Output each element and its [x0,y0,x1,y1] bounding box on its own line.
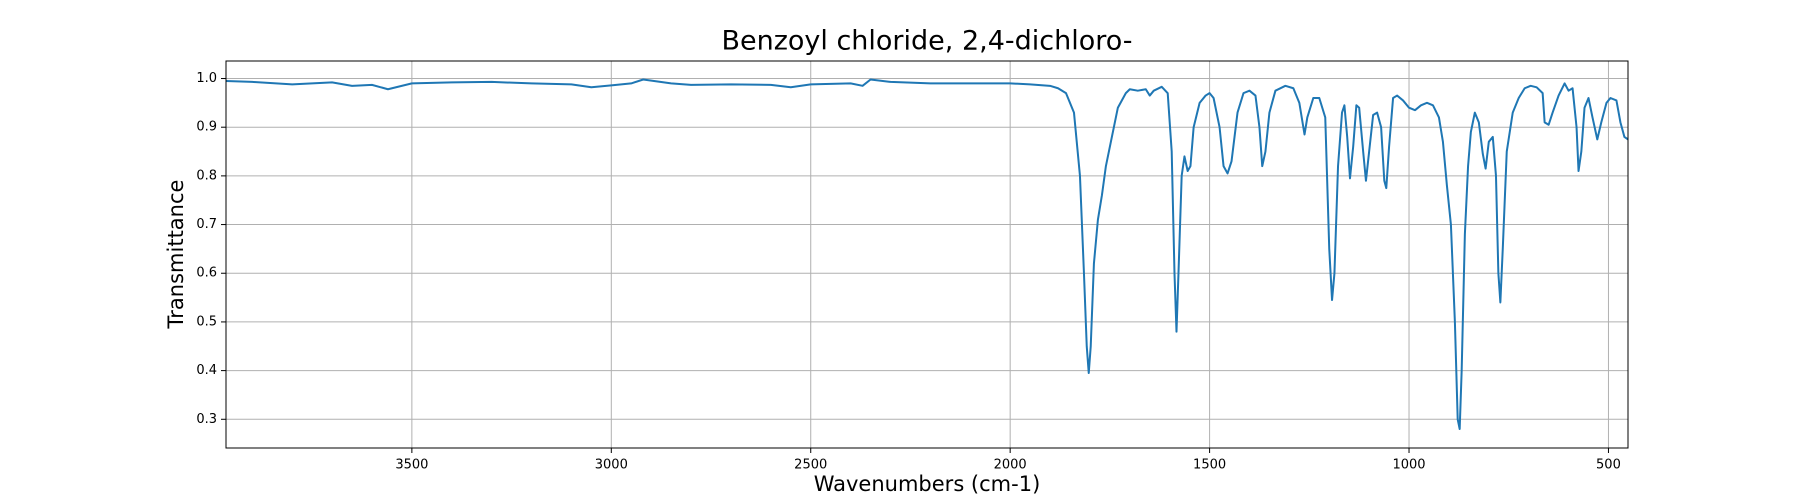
y-tick-label: 1.0 [196,71,217,86]
y-tick-label: 0.5 [196,314,217,329]
x-tick-label: 500 [1596,458,1621,473]
x-tick-label: 3500 [395,458,428,473]
x-tick-label: 3000 [595,458,628,473]
y-axis-label: Transmittance [164,180,188,330]
x-axis-label: Wavenumbers (cm-1) [814,472,1041,496]
x-tick-label: 1500 [1193,458,1226,473]
x-tick-label: 2000 [994,458,1027,473]
chart-title: Benzoyl chloride, 2,4-dichloro- [721,26,1132,57]
y-tick-label: 0.7 [196,217,217,232]
y-tick-label: 0.3 [196,412,217,427]
plot-frame [225,60,1629,449]
x-tick-label: 1000 [1392,458,1425,473]
x-tick-label: 2500 [794,458,827,473]
spectrum-line [225,78,1629,431]
y-tick-label: 0.9 [196,120,217,135]
y-tick-label: 0.8 [196,168,217,183]
y-tick-label: 0.4 [196,363,217,378]
y-tick-label: 0.6 [196,266,217,281]
